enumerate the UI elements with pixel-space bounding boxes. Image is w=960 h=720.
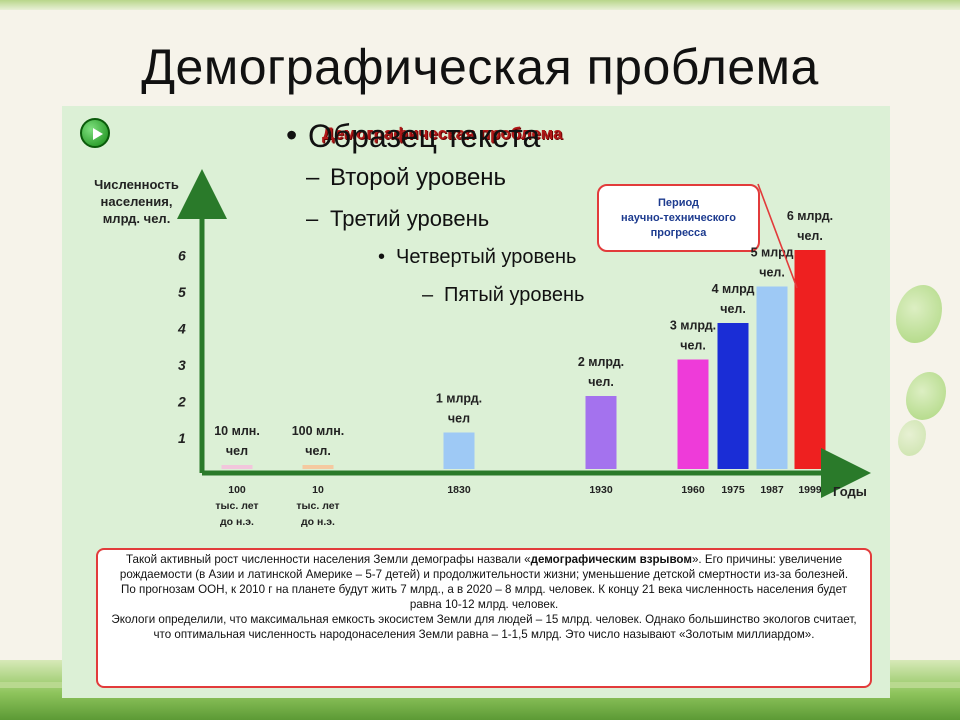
text-placeholder: Образец текста Второй уровень Третий уро… — [286, 117, 760, 320]
x-tick-label: 1975 — [721, 484, 745, 496]
bar-value-label: 2 млрд. чел. — [578, 355, 624, 389]
notes-text: Такой активный рост численности населени… — [125, 553, 531, 566]
bar-value-label: 100 млн. чел. — [292, 424, 345, 458]
y-tick-label: 5 — [178, 284, 186, 300]
placeholder-level-3[interactable]: Третий уровень — [306, 206, 760, 246]
placeholder-level-2[interactable]: Второй уровень — [306, 164, 760, 206]
bar — [443, 432, 475, 469]
chart-panel: Демографическая проблема Численность нас… — [62, 106, 890, 698]
bar-value-label: 10 млн. чел — [214, 424, 260, 458]
placeholder-level-1[interactable]: Образец текста — [286, 117, 760, 158]
x-tick-label: 100 тыс. лет до н.э. — [215, 484, 258, 528]
bar — [677, 359, 709, 469]
callout-connector — [757, 183, 798, 289]
bar — [302, 465, 334, 469]
bar-value-label: 1 млрд. чел — [436, 392, 482, 426]
play-button-icon[interactable] — [80, 118, 110, 148]
notes-paragraph-3: Экологи определили, что максимальная емк… — [111, 613, 857, 641]
notes-paragraph-1: Такой активный рост численности населени… — [110, 552, 858, 582]
notes-box: Такой активный рост численности населени… — [96, 548, 872, 688]
y-tick-label: 1 — [178, 430, 186, 446]
y-tick-label: 6 — [178, 247, 186, 263]
y-axis-label: Численность населения, млрд. чел. — [94, 177, 179, 226]
x-tick-label: 1930 — [589, 484, 613, 496]
x-axis-label: Годы — [833, 484, 867, 499]
notes-highlight: демографическим взрывом — [530, 553, 692, 566]
y-tick-label: 4 — [177, 320, 186, 336]
placeholder-level-5[interactable]: Пятый уровень — [422, 284, 760, 320]
x-tick-label: 1960 — [681, 484, 705, 496]
leaf-decoration — [896, 285, 942, 343]
bar — [717, 323, 749, 469]
bar — [756, 286, 788, 469]
placeholder-level-4[interactable]: Четвертый уровень — [378, 246, 760, 284]
notes-paragraph-2: По прогнозам ООН, к 2010 г на планете бу… — [121, 583, 847, 611]
leaf-decoration — [906, 372, 946, 420]
top-decor-stripe — [0, 0, 960, 10]
x-tick-label: 1987 — [760, 484, 784, 496]
leaf-decoration — [898, 420, 926, 456]
x-tick-label: 1830 — [447, 484, 471, 496]
population-chart: 10 млн. чел 100 млн. чел. 1 млрд. чел 2 млрд. ч… — [177, 169, 871, 528]
slide-title: Демографическая проблема — [141, 39, 819, 95]
bar-value-label: 3 млрд. чел. — [670, 319, 716, 353]
bar — [794, 250, 826, 469]
y-tick-label: 3 — [178, 357, 186, 373]
bar-value-label: 6 млрд. чел. — [787, 209, 833, 243]
notes-text: ». Его причины: увеличение рождаемости (… — [119, 553, 849, 581]
bar — [585, 396, 617, 469]
y-tick-label: 2 — [177, 393, 186, 409]
bar — [221, 465, 253, 469]
x-tick-label: 1999 — [798, 484, 822, 496]
x-tick-label: 10 тыс. лет до н.э. — [296, 484, 339, 528]
